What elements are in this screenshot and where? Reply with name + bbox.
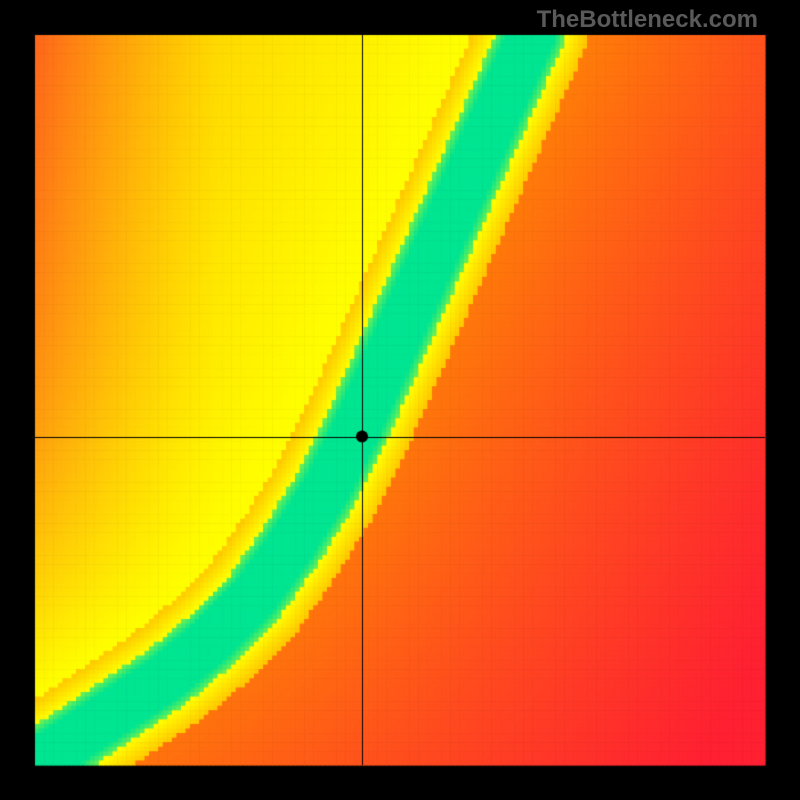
heatmap-canvas	[0, 0, 800, 800]
chart-container: TheBottleneck.com	[0, 0, 800, 800]
watermark-text: TheBottleneck.com	[537, 6, 758, 34]
